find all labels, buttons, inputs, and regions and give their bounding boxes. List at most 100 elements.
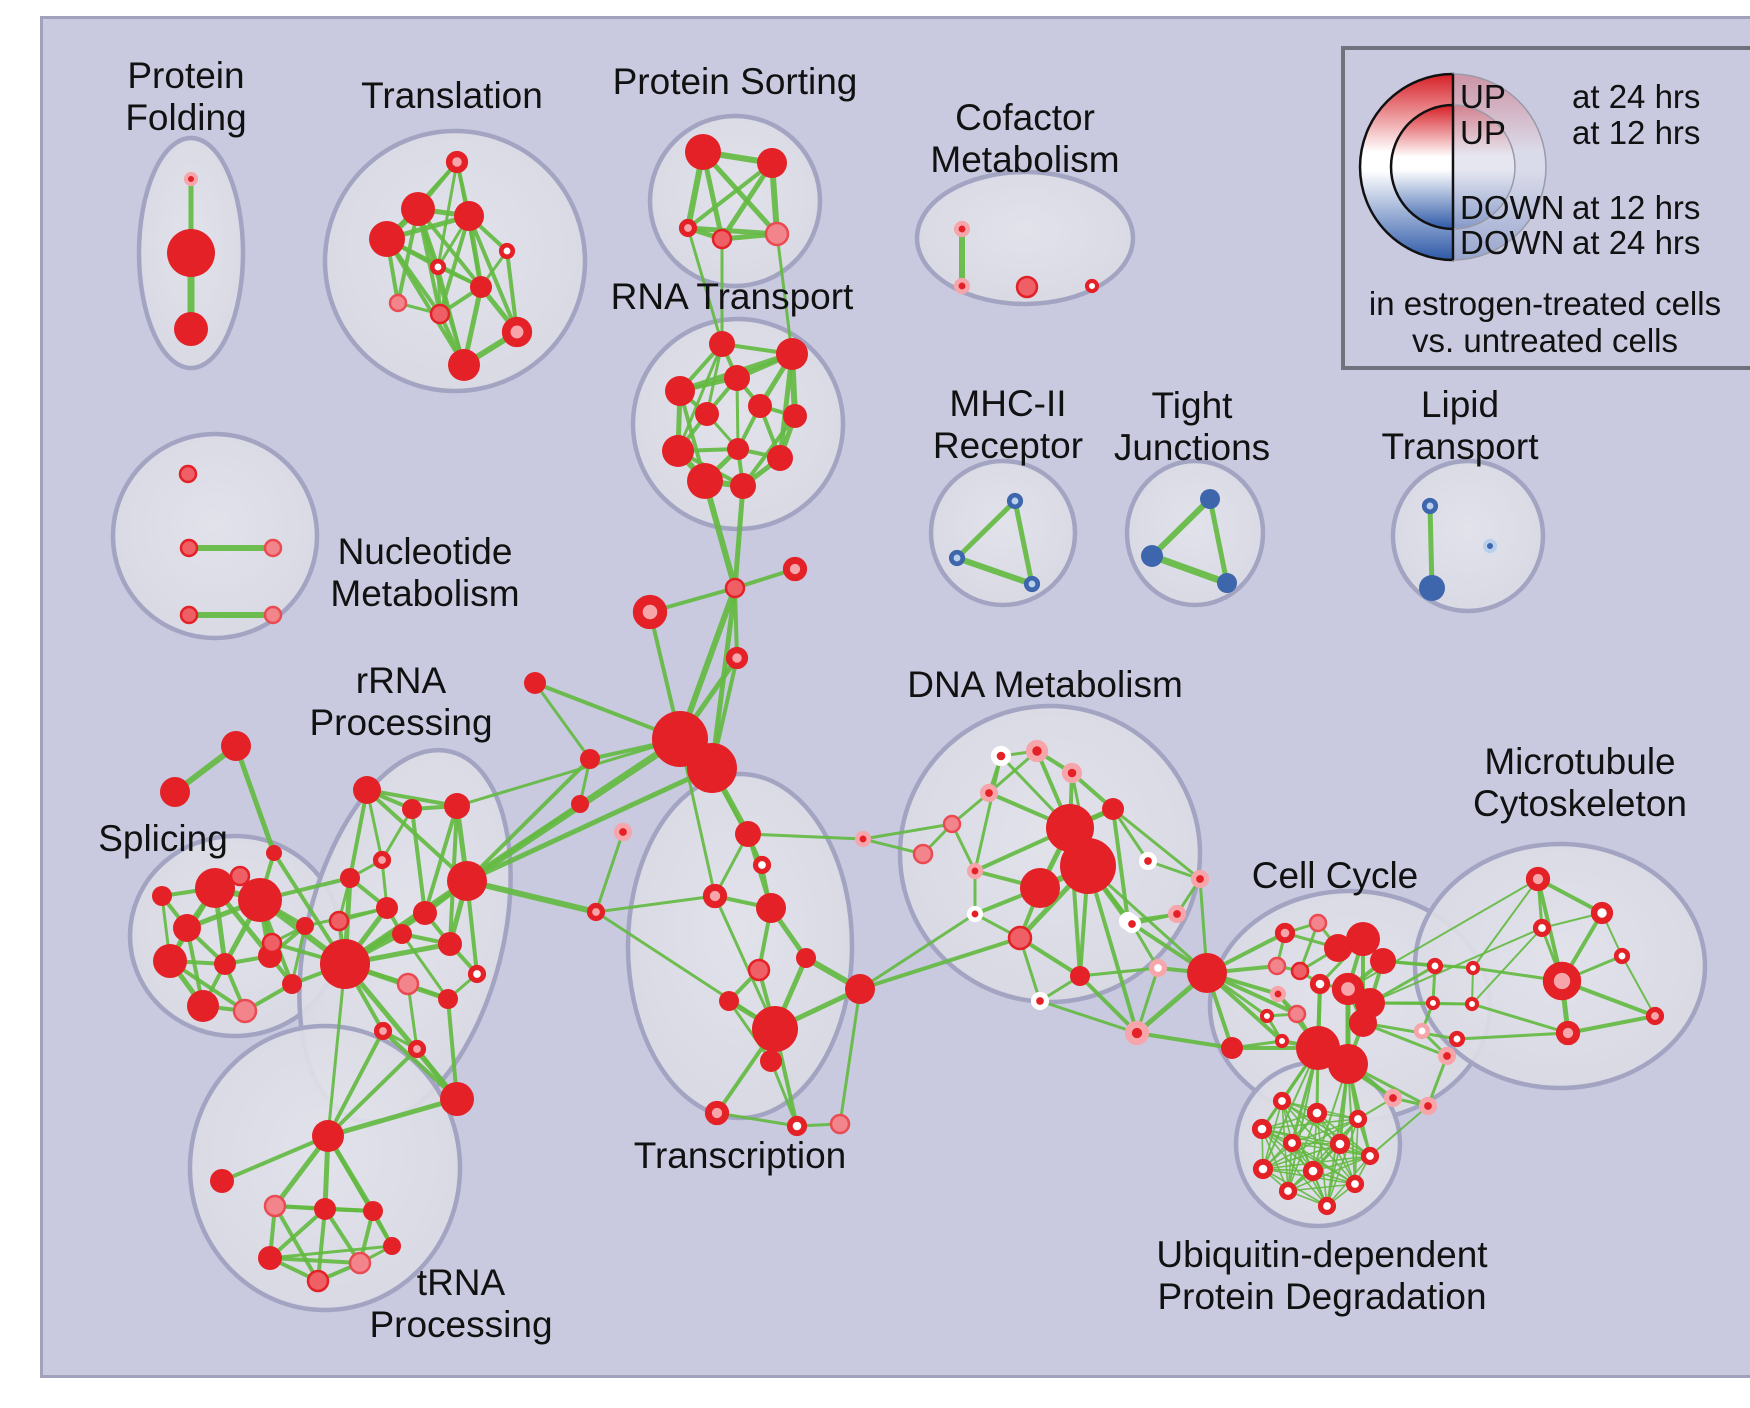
gene-node[interactable] — [470, 276, 492, 298]
gene-node[interactable] — [411, 1043, 424, 1056]
gene-node[interactable] — [571, 795, 589, 813]
gene-node[interactable] — [454, 201, 484, 231]
gene-node[interactable] — [687, 463, 723, 499]
gene-node[interactable] — [1009, 927, 1031, 949]
gene-node[interactable] — [221, 731, 251, 761]
gene-node[interactable] — [1451, 1033, 1463, 1045]
gene-node[interactable] — [1548, 967, 1575, 994]
gene-node[interactable] — [1419, 575, 1445, 601]
gene-node[interactable] — [1142, 855, 1155, 868]
gene-node[interactable] — [706, 887, 723, 904]
gene-node[interactable] — [724, 365, 750, 391]
gene-node[interactable] — [1370, 948, 1396, 974]
gene-node[interactable] — [1060, 838, 1116, 894]
gene-node[interactable] — [783, 404, 807, 428]
gene-node[interactable] — [1536, 922, 1549, 935]
gene-node[interactable] — [713, 230, 731, 248]
gene-node[interactable] — [438, 989, 458, 1009]
gene-node[interactable] — [173, 914, 201, 942]
gene-node[interactable] — [748, 394, 772, 418]
gene-node[interactable] — [756, 859, 769, 872]
gene-node[interactable] — [1306, 1164, 1320, 1178]
gene-node[interactable] — [682, 222, 695, 235]
gene-node[interactable] — [1217, 573, 1237, 593]
gene-node[interactable] — [914, 845, 932, 863]
gene-node[interactable] — [471, 968, 484, 981]
gene-node[interactable] — [730, 473, 756, 499]
gene-node[interactable] — [790, 1119, 804, 1133]
gene-node[interactable] — [314, 1198, 336, 1220]
gene-node[interactable] — [1221, 1037, 1243, 1059]
gene-node[interactable] — [766, 223, 788, 245]
gene-node[interactable] — [1310, 915, 1326, 931]
gene-node[interactable] — [719, 991, 739, 1011]
gene-node[interactable] — [665, 376, 695, 406]
gene-node[interactable] — [1424, 500, 1436, 512]
gene-node[interactable] — [353, 776, 381, 804]
gene-node[interactable] — [1336, 977, 1359, 1000]
gene-node[interactable] — [1333, 1137, 1347, 1151]
gene-node[interactable] — [1128, 1024, 1145, 1041]
gene-node[interactable] — [983, 787, 996, 800]
gene-node[interactable] — [258, 1246, 282, 1270]
gene-node[interactable] — [377, 1025, 390, 1038]
gene-node[interactable] — [956, 280, 968, 292]
gene-node[interactable] — [1262, 1011, 1272, 1021]
gene-node[interactable] — [1468, 963, 1478, 973]
gene-node[interactable] — [638, 600, 662, 624]
gene-node[interactable] — [266, 845, 282, 861]
gene-node[interactable] — [662, 435, 694, 467]
gene-node[interactable] — [1256, 1162, 1270, 1176]
gene-node[interactable] — [448, 349, 480, 381]
gene-node[interactable] — [1594, 905, 1610, 921]
gene-node[interactable] — [1272, 988, 1284, 1000]
gene-node[interactable] — [174, 312, 208, 346]
gene-node[interactable] — [153, 944, 187, 978]
gene-node[interactable] — [376, 854, 389, 867]
gene-node[interactable] — [447, 861, 487, 901]
gene-node[interactable] — [1364, 1150, 1377, 1163]
gene-node[interactable] — [1029, 743, 1045, 759]
gene-node[interactable] — [265, 607, 281, 623]
gene-node[interactable] — [857, 833, 869, 845]
gene-node[interactable] — [263, 934, 281, 952]
gene-node[interactable] — [383, 1237, 401, 1255]
gene-node[interactable] — [524, 672, 546, 694]
gene-node[interactable] — [1102, 798, 1124, 820]
gene-node[interactable] — [210, 1169, 234, 1193]
gene-node[interactable] — [1070, 966, 1090, 986]
gene-node[interactable] — [369, 221, 405, 257]
gene-node[interactable] — [1467, 999, 1477, 1009]
gene-node[interactable] — [1616, 950, 1628, 962]
gene-node[interactable] — [398, 974, 418, 994]
gene-node[interactable] — [440, 1082, 474, 1116]
gene-node[interactable] — [726, 579, 744, 597]
gene-node[interactable] — [1387, 1092, 1400, 1105]
gene-node[interactable] — [1422, 1100, 1435, 1113]
gene-node[interactable] — [590, 906, 603, 919]
gene-node[interactable] — [1017, 277, 1037, 297]
gene-node[interactable] — [392, 924, 412, 944]
gene-node[interactable] — [617, 826, 630, 839]
gene-node[interactable] — [1194, 873, 1207, 886]
gene-node[interactable] — [186, 174, 196, 184]
gene-node[interactable] — [951, 552, 963, 564]
gene-node[interactable] — [752, 1006, 798, 1052]
gene-node[interactable] — [1152, 962, 1165, 975]
gene-node[interactable] — [786, 560, 803, 577]
gene-node[interactable] — [756, 893, 786, 923]
gene-node[interactable] — [320, 939, 370, 989]
gene-node[interactable] — [340, 868, 360, 888]
gene-node[interactable] — [181, 540, 197, 556]
gene-node[interactable] — [735, 821, 761, 847]
gene-node[interactable] — [1559, 1024, 1576, 1041]
gene-node[interactable] — [1286, 1137, 1299, 1150]
gene-node[interactable] — [1313, 977, 1327, 991]
gene-node[interactable] — [444, 793, 470, 819]
gene-node[interactable] — [749, 960, 769, 980]
gene-node[interactable] — [413, 901, 437, 925]
gene-node[interactable] — [831, 1115, 849, 1133]
gene-node[interactable] — [231, 867, 249, 885]
gene-node[interactable] — [1009, 495, 1021, 507]
gene-node[interactable] — [969, 865, 981, 877]
